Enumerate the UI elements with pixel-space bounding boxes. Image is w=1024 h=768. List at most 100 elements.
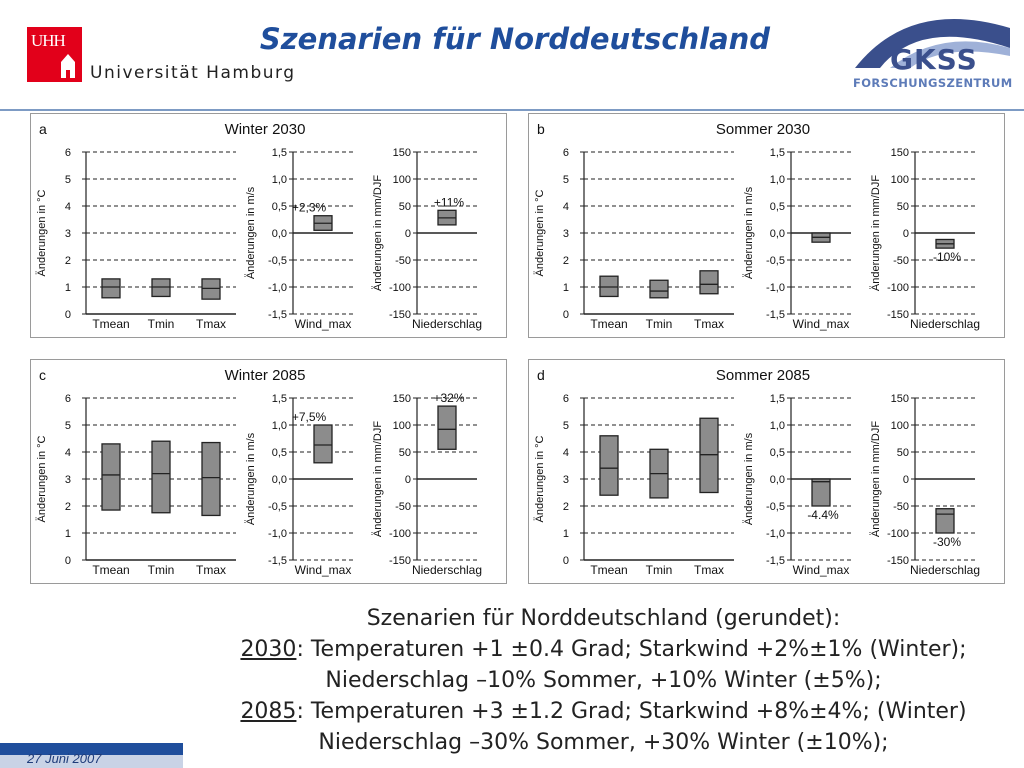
year-2030: 2030 <box>240 637 297 662</box>
y-tick-label: 0 <box>903 474 909 486</box>
x-category-label: Niederschlag <box>910 563 980 577</box>
x-category-label: Tmean <box>590 563 627 577</box>
gkss-logo-text: GKSS <box>890 43 978 76</box>
x-category-label: Tmean <box>92 317 129 331</box>
chart-panel-b: b Sommer 2030 0 1 2 3 4 5 6 Änderungen in °C Tmean… <box>528 113 1005 338</box>
y-tick-label: 50 <box>897 201 909 213</box>
y-axis-label: Änderungen in °C <box>534 435 546 522</box>
y-tick-label: 1 <box>563 282 569 294</box>
university-name: Universität Hamburg <box>90 63 296 83</box>
y-tick-label: -100 <box>887 282 909 294</box>
panel-letter: d <box>537 367 545 383</box>
y-axis-label: Änderungen in m/s <box>743 186 755 279</box>
y-tick-label: 0 <box>65 555 71 567</box>
y-tick-label: -1,5 <box>268 309 287 321</box>
chart-panel-c: c Winter 2085 0 1 2 3 4 5 6 Änderungen in °C Tmean… <box>30 359 507 584</box>
y-tick-label: 1,5 <box>770 147 785 159</box>
y-tick-label: 150 <box>891 147 909 159</box>
y-tick-label: 0,0 <box>272 228 287 240</box>
y-tick-label: 2 <box>563 501 569 513</box>
year-2085: 2085 <box>240 699 297 724</box>
panel-title: Winter 2085 <box>225 367 306 384</box>
chart-svg-d: d Sommer 2085 0 1 2 3 4 5 6 Änderungen in °C Tmean… <box>534 367 980 577</box>
x-category-label: Wind_max <box>295 563 352 577</box>
annotation-label: +32% <box>433 391 464 405</box>
y-tick-label: -150 <box>389 555 411 567</box>
y-tick-label: 0 <box>903 228 909 240</box>
range-box <box>201 441 221 517</box>
footer-strip <box>0 755 183 768</box>
y-tick-label: 1 <box>65 282 71 294</box>
y-tick-label: 1 <box>65 528 71 540</box>
y-tick-label: 6 <box>65 147 71 159</box>
y-tick-label: -1,5 <box>766 309 785 321</box>
y-tick-label: -1,0 <box>766 282 785 294</box>
summary-2030-text: : Temperaturen +1 ±0.4 Grad; Starkwind +… <box>296 637 967 662</box>
range-box <box>599 435 619 496</box>
y-tick-label: -1,0 <box>766 528 785 540</box>
panel-title: Sommer 2085 <box>716 367 810 384</box>
x-category-label: Tmax <box>694 563 724 577</box>
chart-panel-d: d Sommer 2085 0 1 2 3 4 5 6 Änderungen in °C Tmean… <box>528 359 1005 584</box>
y-tick-label: 2 <box>65 501 71 513</box>
y-tick-label: 5 <box>563 174 569 186</box>
y-tick-label: 4 <box>563 201 569 213</box>
x-category-label: Wind_max <box>793 563 850 577</box>
y-axis-label: Änderungen in °C <box>36 189 48 276</box>
footer-date: 27 Juni 2007 <box>27 751 102 766</box>
range-box <box>151 278 171 298</box>
summary-2085-text: : Temperaturen +3 ±1.2 Grad; Starkwind +… <box>296 699 967 724</box>
y-axis-label: Änderungen in °C <box>36 435 48 522</box>
range-box <box>437 405 457 450</box>
annotation-label: -10% <box>933 250 961 264</box>
summary-heading: Szenarien für Norddeutschland (gerundet)… <box>366 606 841 631</box>
x-category-label: Tmin <box>646 563 673 577</box>
y-tick-label: 5 <box>65 420 71 432</box>
y-tick-label: 1,5 <box>770 393 785 405</box>
y-tick-label: 5 <box>65 174 71 186</box>
y-tick-label: -0,5 <box>766 255 785 267</box>
y-tick-label: 0,5 <box>272 447 287 459</box>
y-tick-label: 0 <box>563 309 569 321</box>
gkss-swoosh-icon <box>855 19 1010 68</box>
panel-letter: a <box>39 121 47 137</box>
y-tick-label: 100 <box>393 174 411 186</box>
y-tick-label: -50 <box>395 501 411 513</box>
panel-letter: c <box>39 367 46 383</box>
y-tick-label: 100 <box>891 420 909 432</box>
range-box <box>201 278 221 300</box>
x-category-label: Tmean <box>92 563 129 577</box>
range-box <box>151 440 171 514</box>
page-title: Szenarien für Norddeutschland <box>259 22 771 56</box>
y-tick-label: 150 <box>393 393 411 405</box>
summary-text: Szenarien für Norddeutschland (gerundet)… <box>183 603 1024 768</box>
y-tick-label: 1 <box>563 528 569 540</box>
y-tick-label: 5 <box>563 420 569 432</box>
y-axis-label: Änderungen in m/s <box>245 432 257 525</box>
y-tick-label: -150 <box>887 309 909 321</box>
y-axis-label: Änderungen in m/s <box>743 432 755 525</box>
y-tick-label: -50 <box>395 255 411 267</box>
range-box <box>313 424 333 464</box>
summary-2030-line: 2030: Temperaturen +1 ±0.4 Grad; Starkwi… <box>183 634 1024 665</box>
y-tick-label: 50 <box>399 447 411 459</box>
y-tick-label: 4 <box>65 447 71 459</box>
range-box <box>599 275 619 298</box>
tower-icon <box>61 54 75 78</box>
y-axis-label: Änderungen in mm/DJF <box>870 175 882 291</box>
uhh-logo-text: UHH <box>31 31 66 50</box>
chart-svg-c: c Winter 2085 0 1 2 3 4 5 6 Änderungen in °C Tmean… <box>36 367 482 577</box>
y-tick-label: -1,0 <box>268 528 287 540</box>
y-tick-label: -100 <box>389 282 411 294</box>
x-category-label: Niederschlag <box>910 317 980 331</box>
y-tick-label: 150 <box>891 393 909 405</box>
y-tick-label: -50 <box>893 255 909 267</box>
y-axis-label: Änderungen in mm/DJF <box>372 421 384 537</box>
y-tick-label: 0 <box>405 228 411 240</box>
annotation-label: -30% <box>933 535 961 549</box>
y-tick-label: 4 <box>563 447 569 459</box>
annotation-label: -4.4% <box>807 508 839 522</box>
range-box <box>811 478 831 507</box>
range-box <box>101 443 121 511</box>
y-tick-label: 50 <box>897 447 909 459</box>
